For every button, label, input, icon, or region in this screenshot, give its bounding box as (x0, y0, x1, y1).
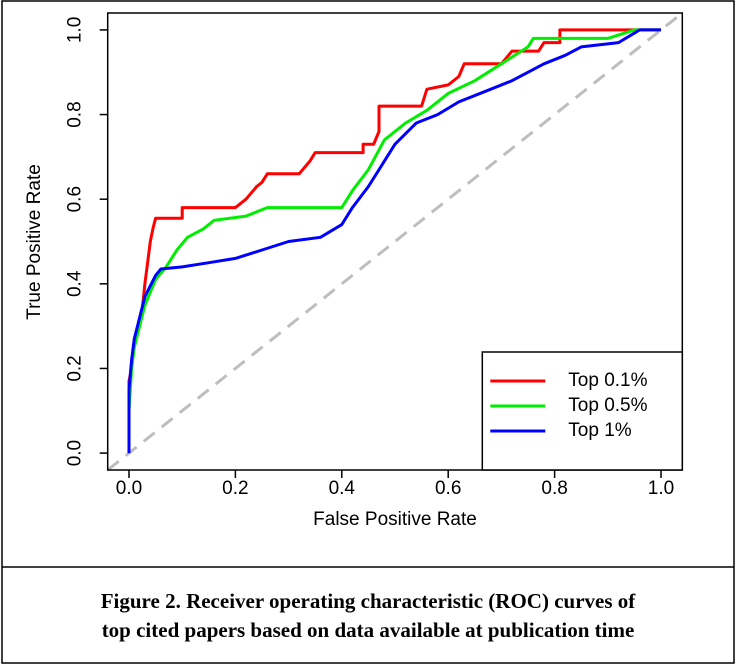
y-tick-label: 1.0 (65, 17, 86, 43)
roc-curve (127, 28, 661, 454)
y-tick-label: 0.0 (65, 440, 86, 466)
y-axis-label: True Positive Rate (24, 164, 45, 320)
x-tick-label: 0.8 (541, 478, 567, 499)
legend-box (481, 351, 684, 471)
x-axis-label: False Positive Rate (313, 509, 477, 530)
x-tick-label: 1.0 (648, 478, 674, 499)
roc-curve (127, 28, 661, 454)
legend-label: Top 0.5% (568, 395, 647, 416)
x-tick-label: 0.4 (329, 478, 356, 499)
roc-curve (127, 28, 661, 454)
legend-label: Top 1% (568, 420, 631, 441)
caption-line: top cited papers based on data available… (102, 618, 635, 642)
y-tick-label: 0.2 (65, 355, 86, 381)
x-tick-label: 0.6 (435, 478, 461, 499)
y-tick-label: 0.4 (65, 270, 86, 297)
reference-diagonal (106, 11, 684, 472)
legend-label: Top 0.1% (568, 370, 647, 391)
caption-line: Figure 2. Receiver operating characteris… (101, 589, 637, 613)
x-tick-label: 0.0 (116, 478, 142, 499)
y-tick-label: 0.8 (65, 101, 86, 127)
plot-frame (106, 12, 684, 471)
y-tick-label: 0.6 (65, 186, 86, 212)
x-tick-label: 0.2 (222, 478, 248, 499)
